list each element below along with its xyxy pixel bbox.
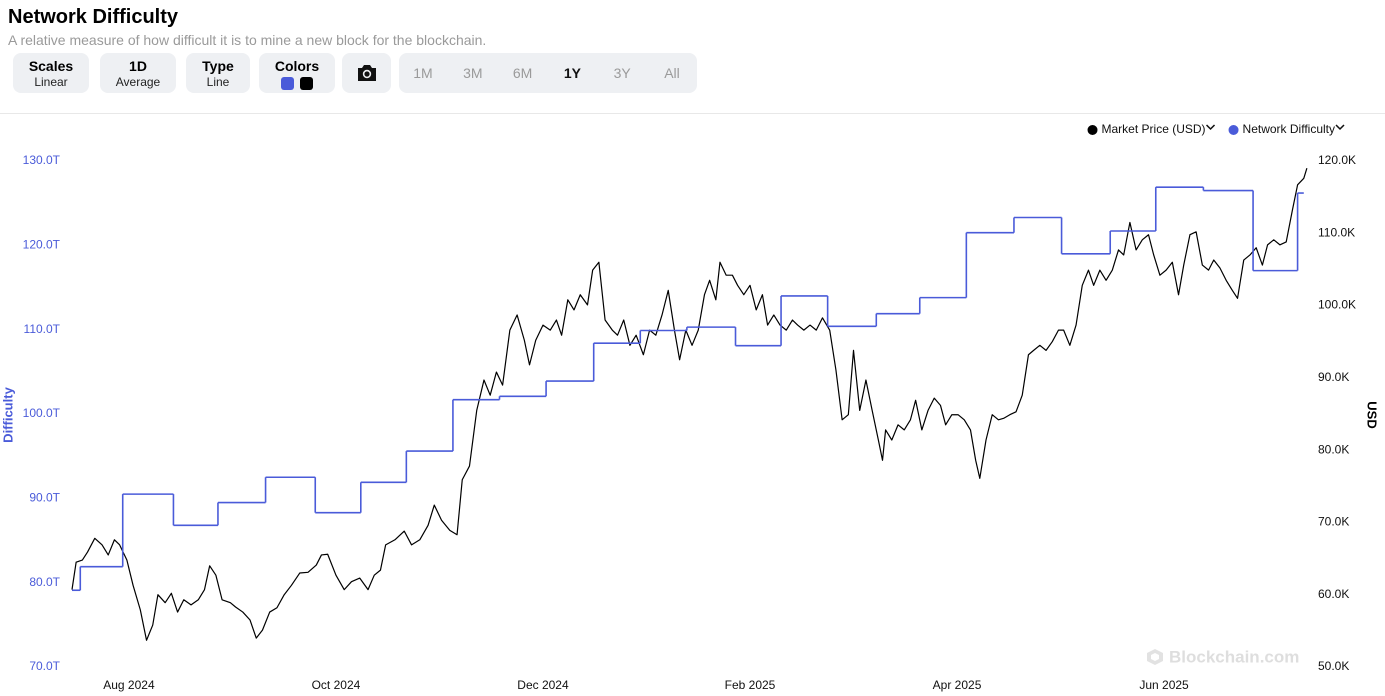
scales-button[interactable]: Scales Linear bbox=[13, 53, 89, 93]
button-label: 1D bbox=[129, 58, 147, 74]
button-label: Scales bbox=[28, 58, 74, 74]
range-button[interactable]: 1Y bbox=[563, 65, 581, 81]
type-button[interactable]: Type Line bbox=[186, 53, 250, 93]
legend-chevron bbox=[1335, 124, 1345, 131]
x-tick-label: Jun 2025 bbox=[1139, 678, 1189, 692]
button-value: Linear bbox=[34, 75, 68, 89]
interval-button[interactable]: 1D Average bbox=[100, 53, 176, 93]
range-button[interactable]: 6M bbox=[512, 65, 533, 81]
page-subtitle: A relative measure of how difficult it i… bbox=[8, 32, 487, 48]
x-tick-label: Apr 2025 bbox=[933, 678, 982, 692]
y-tick-label: 70.0T bbox=[29, 659, 60, 673]
color-swatch bbox=[300, 77, 313, 90]
watermark: Blockchain.com bbox=[1169, 647, 1299, 666]
legend-marker bbox=[1087, 125, 1098, 135]
color-swatches bbox=[259, 77, 335, 90]
page-title: Network Difficulty bbox=[8, 6, 179, 28]
legend-label: Network Difficulty bbox=[1243, 122, 1335, 136]
watermark-logo bbox=[1147, 649, 1163, 665]
y2-tick-label: 110.0K bbox=[1318, 225, 1355, 239]
y-tick-label: 130.0T bbox=[23, 153, 61, 167]
y2-tick-label: 100.0K bbox=[1318, 298, 1356, 312]
legend-label: Market Price (USD) bbox=[1102, 122, 1206, 136]
range-button[interactable]: 3Y bbox=[613, 65, 631, 81]
colors-button[interactable]: Colors bbox=[259, 53, 335, 93]
range-button[interactable]: 3M bbox=[463, 65, 483, 81]
y-tick-label: 110.0T bbox=[24, 322, 61, 336]
x-tick-label: Dec 2024 bbox=[517, 678, 569, 692]
color-swatch bbox=[281, 77, 294, 90]
y2-tick-label: 60.0K bbox=[1318, 587, 1349, 601]
y2-tick-label: 120.0K bbox=[1318, 153, 1356, 167]
range-button[interactable]: 1M bbox=[413, 65, 433, 81]
y-axis-title: Difficulty bbox=[0, 386, 15, 442]
button-label: Colors bbox=[274, 58, 320, 74]
y2-axis-title: USD bbox=[1365, 401, 1380, 428]
x-tick-label: Feb 2025 bbox=[725, 678, 776, 692]
camera-icon bbox=[357, 65, 376, 81]
divider bbox=[0, 113, 1385, 114]
range-selector: 1M 3M 6M 1Y 3Y All bbox=[399, 53, 697, 93]
x-tick-label: Aug 2024 bbox=[103, 678, 155, 692]
y-tick-label: 90.0T bbox=[29, 491, 60, 505]
legend-chevron bbox=[1205, 124, 1216, 131]
series-line bbox=[71, 168, 1308, 641]
y2-tick-label: 70.0K bbox=[1318, 515, 1349, 529]
button-value: Average bbox=[115, 75, 161, 89]
snapshot-button[interactable] bbox=[342, 53, 391, 93]
y2-tick-label: 80.0K bbox=[1318, 442, 1349, 456]
button-value: Line bbox=[206, 75, 230, 89]
y2-tick-label: 90.0K bbox=[1318, 370, 1349, 384]
y-tick-label: 80.0T bbox=[29, 575, 60, 589]
y2-tick-label: 50.0K bbox=[1318, 659, 1349, 673]
y-tick-label: 100.0T bbox=[23, 406, 61, 420]
y-tick-label: 120.0T bbox=[23, 238, 61, 252]
range-button[interactable]: All bbox=[664, 65, 680, 81]
legend-marker bbox=[1228, 125, 1239, 135]
button-label: Type bbox=[202, 58, 234, 74]
x-tick-label: Oct 2024 bbox=[312, 678, 361, 692]
